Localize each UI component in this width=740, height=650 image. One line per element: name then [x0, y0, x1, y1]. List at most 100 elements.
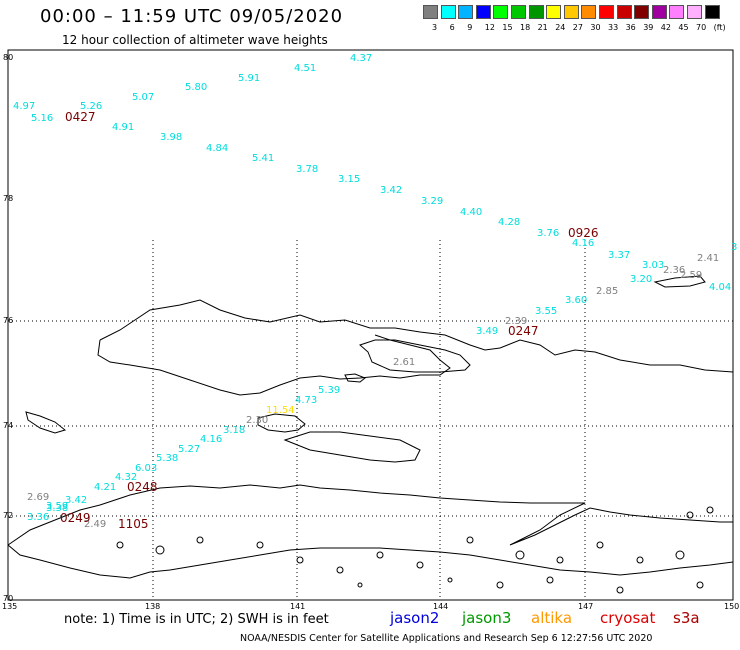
map-frame [7, 49, 734, 601]
lat-label-70: 70 [3, 594, 13, 603]
lat-label-78: 78 [3, 194, 13, 203]
colorbar-swatch [546, 5, 562, 19]
lake [376, 551, 384, 559]
wave-height-value: 2.41 [697, 253, 719, 264]
lake [416, 561, 424, 569]
wave-height-value: 4.91 [112, 122, 134, 133]
wave-height-value: 5.07 [132, 92, 154, 103]
wave-height-value: 3.18 [223, 425, 245, 436]
lon-label-135: 135 [2, 602, 17, 611]
wave-height-value: 5.16 [31, 113, 53, 124]
colorbar-tick: (ft) [713, 23, 726, 32]
lake [636, 556, 644, 564]
coastlines [7, 275, 734, 579]
wave-height-value: 4.32 [115, 472, 137, 483]
colorbar-tick: 33 [608, 23, 619, 32]
colorbar-tick: 42 [660, 23, 671, 32]
wave-height-value: 4.21 [94, 482, 116, 493]
wave-height-value: 3.42 [65, 495, 87, 506]
colorbar-tick: 27 [572, 23, 583, 32]
wave-height-value: 4.28 [498, 217, 520, 228]
lake [515, 550, 525, 560]
wave-height-value: 4.16 [200, 434, 222, 445]
lake [686, 511, 694, 519]
pass-time-label: 0427 [65, 110, 96, 124]
wave-height-value: 4.73 [295, 395, 317, 406]
colorbar-swatch [475, 5, 491, 19]
pass-time-labels: 0427 0926 0247 0248 0249 1105 [60, 110, 599, 531]
pass-time-label: 1105 [118, 517, 149, 531]
pass-time-label: 0247 [508, 324, 539, 338]
wave-height-value: 2.69 [27, 492, 49, 503]
pass-time-label: 0249 [60, 511, 91, 525]
wave-height-value: 5.27 [178, 444, 200, 455]
wave-height-value: 3.49 [476, 326, 498, 337]
colorbar-swatch [423, 5, 438, 19]
wave-height-value: 4.97 [13, 101, 35, 112]
map-title: 00:00 – 11:59 UTC 09/05/2020 [40, 6, 344, 27]
lakes [116, 506, 714, 594]
wave-height-value: 3.15 [338, 174, 360, 185]
colorbar-swatch [687, 5, 702, 19]
wave-height-value: 3.37 [608, 250, 630, 261]
wave-height-value: 4.04 [709, 282, 731, 293]
credit-footer: NOAA/NESDIS Center for Satellite Applica… [240, 633, 653, 644]
coastline-bennett [653, 275, 706, 288]
colorbar-tick: 12 [484, 23, 495, 32]
wave-height-value: 3.36 [27, 512, 49, 523]
wave-height-value: 4.40 [460, 207, 482, 218]
wave-height-value: 4.16 [572, 238, 594, 249]
coastline-mainland [7, 484, 733, 546]
colorbar-swatch [634, 5, 650, 19]
lake [556, 556, 564, 564]
wave-height-labels: 4.37 4.51 5.91 5.80 5.07 5.26 4.975.16 4.91 3.98… [13, 53, 737, 530]
colorbar-tick: 24 [555, 23, 566, 32]
lake [706, 506, 714, 514]
lake [155, 545, 165, 555]
wave-height-value: 5.26 [80, 101, 102, 112]
colorbar-tick: 36 [625, 23, 636, 32]
wave-height-value: 3.60 [565, 295, 587, 306]
colorbar-swatch [458, 5, 474, 19]
satellite-legend-s3a: s3a [673, 609, 700, 627]
pass-time-label: 0248 [127, 480, 158, 494]
coastline-kotelny [97, 334, 451, 396]
colorbar-tick: 45 [678, 23, 689, 32]
lake [675, 550, 685, 560]
lake [546, 576, 554, 584]
lake [196, 536, 204, 544]
colorbar-swatch [651, 5, 667, 19]
colorbar-tick: 18 [520, 23, 531, 32]
colorbar-tick: 30 [590, 23, 601, 32]
lon-label-138: 138 [145, 602, 160, 611]
wave-height-value: 2.39 [505, 316, 527, 327]
colorbar-tick: 3 [432, 23, 438, 32]
wave-height-value: 5.39 [318, 385, 340, 396]
wave-height-value: 3.29 [421, 196, 443, 207]
lat-label-80: 80 [3, 53, 13, 62]
satellite-legend-jason2: jason2 [390, 609, 440, 627]
lake [696, 581, 704, 589]
lake [447, 577, 453, 583]
colorbar-swatch [704, 5, 720, 19]
lake [357, 582, 363, 588]
wave-height-value: 2.61 [393, 357, 415, 368]
satellite-legend-jason3: jason3 [462, 609, 512, 627]
lake [496, 581, 504, 589]
wave-height-value: 4.84 [206, 143, 228, 154]
colorbar-swatch [581, 5, 597, 19]
satellite-legend-cryosat: cryosat [600, 609, 656, 627]
wave-height-value: 3.55 [535, 306, 557, 317]
coastline-island-small-1 [344, 373, 366, 383]
wave-height-value: 3.78 [296, 164, 318, 175]
lon-label-141: 141 [290, 602, 305, 611]
colorbar-swatch [528, 5, 544, 19]
wave-height-value: 4.51 [294, 63, 316, 74]
wave-height-value: 3.59 [46, 501, 68, 512]
lake [336, 566, 344, 574]
wave-height-value: 3.03 [642, 260, 664, 271]
wave-height-value: 3.38 [46, 503, 68, 514]
colorbar-swatch [511, 5, 526, 19]
colorbar-tick: 9 [467, 23, 473, 32]
wave-height-value: 2.59 [680, 270, 702, 281]
